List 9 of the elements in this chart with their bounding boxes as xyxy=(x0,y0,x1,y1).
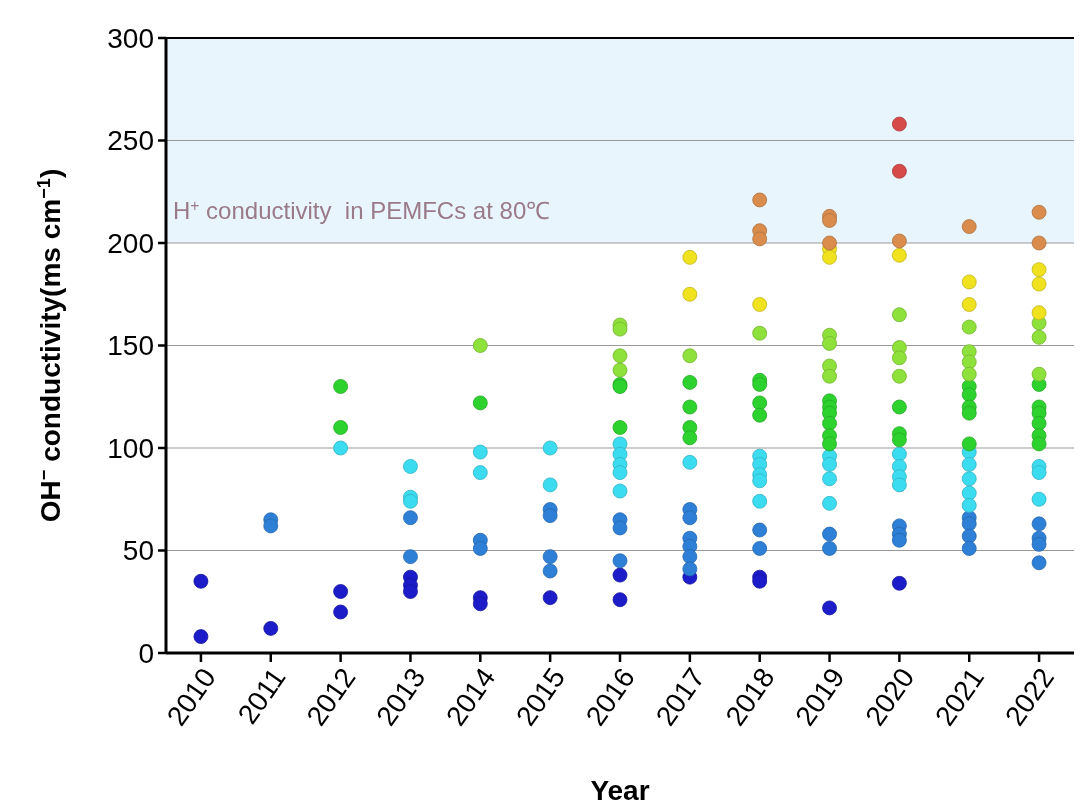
y-tick-label: 200 xyxy=(107,227,154,259)
y-tick-label: 150 xyxy=(107,330,154,362)
y-tick-label: 50 xyxy=(122,535,154,567)
y-tick-label: 250 xyxy=(107,125,154,157)
y-tick-label: 300 xyxy=(107,22,154,54)
y-tick-label: 0 xyxy=(138,637,154,669)
band-label: H$^{+}$ conductivity in PEMFCs at 80℃ xyxy=(173,196,551,224)
x-axis-title: Year xyxy=(590,775,650,806)
y-tick-label: 100 xyxy=(107,432,154,464)
